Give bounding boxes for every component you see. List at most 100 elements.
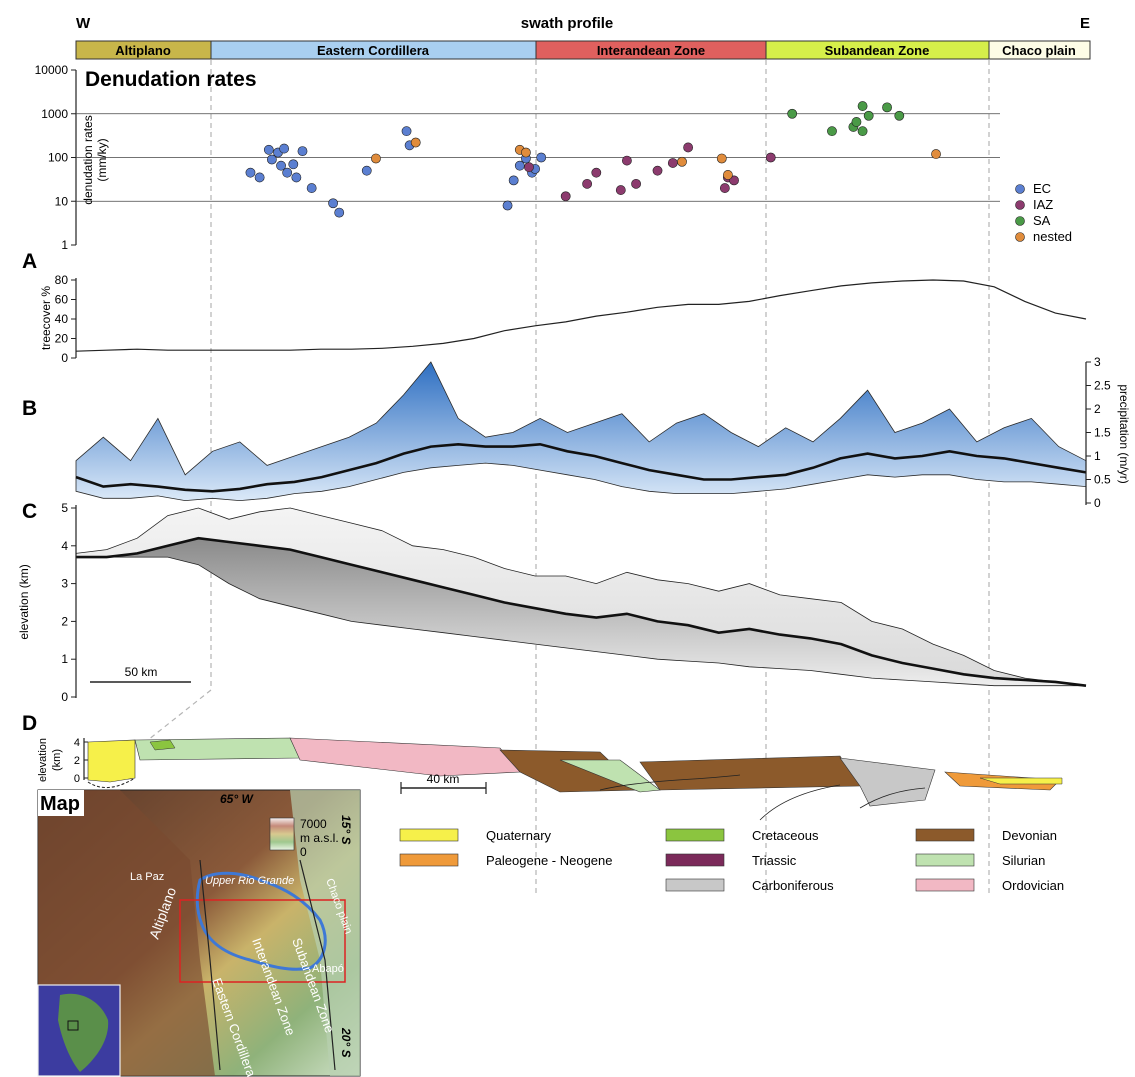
west-label: W <box>76 15 91 32</box>
treecover-tick-label-20: 20 <box>55 332 69 346</box>
section-ylabel-units: (km) <box>51 749 63 771</box>
map-lon-label: 65° W <box>220 792 254 806</box>
denudation-point-sa-8 <box>894 110 905 121</box>
fault-3 <box>859 787 926 809</box>
precipitation-ticks: 3 2.5 2 1.5 1 0.5 0 <box>1086 355 1111 510</box>
elevation-tick-label-4: 4 <box>61 539 68 553</box>
denudation-point-iaz-5 <box>622 155 632 166</box>
fault-2 <box>759 784 841 821</box>
boundary-connector <box>147 689 212 741</box>
panel-label-a: A <box>22 250 37 273</box>
panel-label-b: B <box>22 397 37 420</box>
precipitation-tick-label-1: 1 <box>1094 449 1101 463</box>
scalebar-50km-label: 50 km <box>125 665 158 679</box>
treecover-ticks: 80 60 40 20 0 <box>55 273 76 365</box>
denudation-point-iaz-10 <box>719 183 730 193</box>
map-label-abapo: Abapó <box>312 963 344 975</box>
legend-sa-marker <box>1015 216 1025 226</box>
unit-cretaceous-west <box>149 739 176 751</box>
map-elevation-colorbar <box>269 817 295 851</box>
legend-cretaceous-swatch <box>665 828 725 842</box>
denudation-point-ec-15 <box>401 126 412 137</box>
legend-triassic-label: Triassic <box>752 853 797 868</box>
denudation-point-ec-0 <box>245 167 256 178</box>
denudation-tick-label-10000: 10000 <box>35 63 69 77</box>
denudation-point-ec-10 <box>297 146 308 157</box>
denudation-point-iaz-6 <box>631 178 641 189</box>
denudation-point-ec-5 <box>276 160 286 171</box>
denudation-point-sa-3 <box>851 117 862 127</box>
legend-ec-marker <box>1015 184 1025 194</box>
treecover-line <box>75 279 1087 352</box>
legend-carboniferous-label: Carboniferous <box>752 878 834 893</box>
legend-cretaceous-label: Cretaceous <box>752 828 819 843</box>
denudation-point-iaz-12 <box>729 175 739 186</box>
legend-nested-marker <box>1015 232 1025 242</box>
denudation-panel: Denudation rates 10000 1000 100 10 1 denudat… <box>35 63 1072 252</box>
precipitation-tick-label-0: 0 <box>1094 496 1101 510</box>
denudation-point-ec-13 <box>334 207 345 218</box>
legend-ec-label: EC <box>1033 181 1051 196</box>
denudation-point-ec-19 <box>514 160 525 171</box>
elevation-ylabel: elevation (km) <box>17 564 31 639</box>
section-ylabel: elevation <box>37 738 49 782</box>
treecover-tick-label-0: 0 <box>61 351 68 365</box>
map-label-la-paz: La Paz <box>130 871 164 883</box>
denudation-point-sa-6 <box>863 110 874 121</box>
zone-label-eastern-cordillera: Eastern Cordillera <box>317 43 430 58</box>
legend-paleogene-label: Paleogene - Neogene <box>486 853 613 868</box>
legend-silurian-swatch <box>915 853 975 867</box>
zone-bar: Altiplano Eastern Cordillera Interandean… <box>75 40 1091 60</box>
denudation-point-iaz-9 <box>683 142 694 153</box>
panel-label-d: D <box>22 712 37 735</box>
elevation-tick-label-0: 0 <box>61 690 68 704</box>
denudation-point-ec-23 <box>536 152 547 163</box>
treecover-panel: 80 60 40 20 0 treecover % <box>39 273 1087 365</box>
legend-silurian-label: Silurian <box>1002 853 1045 868</box>
precipitation-tick-label-3: 3 <box>1094 355 1101 369</box>
legend-triassic-swatch <box>665 853 725 867</box>
denudation-point-sa-5 <box>857 126 868 137</box>
denudation-point-ec-9 <box>291 172 302 183</box>
precipitation-tick-label-2.5: 2.5 <box>1094 379 1111 393</box>
map-front-east <box>299 859 336 1071</box>
denudation-point-iaz-8 <box>667 158 678 168</box>
map-elev-unit: m a.s.l. <box>300 831 339 845</box>
precipitation-ylabel: precipitation (m/yr) <box>1117 384 1131 483</box>
legend-ordovician-swatch <box>915 878 975 892</box>
denudation-point-sa-1 <box>827 126 837 137</box>
zone-chaco-box <box>988 40 1091 60</box>
denudation-point-iaz-2 <box>582 178 593 189</box>
zone-label-altiplano: Altiplano <box>115 43 171 58</box>
scalebar-40km-label: 40 km <box>427 772 460 786</box>
denudation-point-sa-0 <box>787 108 798 119</box>
legend-ordovician-label: Ordovician <box>1002 878 1064 893</box>
unit-quaternary-west <box>87 739 136 783</box>
denudation-point-nested-4 <box>677 156 687 167</box>
unit-devonian-sa <box>639 755 861 791</box>
map-lat-label-south: 20° S <box>339 1027 353 1057</box>
precipitation-tick-label-0.5: 0.5 <box>1094 473 1111 487</box>
cross-section-panel: 4 2 0 elevation (km) 40 km <box>37 737 1063 821</box>
treecover-tick-label-60: 60 <box>55 293 69 307</box>
legend-quaternary-label: Quaternary <box>486 828 552 843</box>
elevation-tick-label-2: 2 <box>61 614 68 628</box>
fault-1 <box>599 774 741 791</box>
denudation-point-ec-12 <box>328 198 338 209</box>
legend-iaz-label: IAZ <box>1033 197 1053 212</box>
precipitation-panel: 3 2.5 2 1.5 1 0.5 0 precipitation (m/yr) <box>75 355 1131 510</box>
zone-label-subandean: Subandean Zone <box>825 43 930 58</box>
zone-label-interandean: Interandean Zone <box>597 43 705 58</box>
denudation-tick-label-100: 100 <box>48 151 68 165</box>
section-tick-label-4: 4 <box>74 737 80 749</box>
panel-label-c: C <box>22 500 37 523</box>
map-inset-south-america <box>58 993 109 1072</box>
denudation-ylabel: denudation rates <box>81 115 95 204</box>
legend-iaz-marker <box>1015 200 1025 210</box>
map-panel: Map 65° W 15° S 20° S 7000 m a.s.l. 0 La… <box>37 789 361 1077</box>
denudation-point-nested-3 <box>521 147 531 158</box>
denudation-point-ec-8 <box>288 159 299 170</box>
map-study-area-box <box>179 899 346 983</box>
denudation-points <box>245 101 941 218</box>
